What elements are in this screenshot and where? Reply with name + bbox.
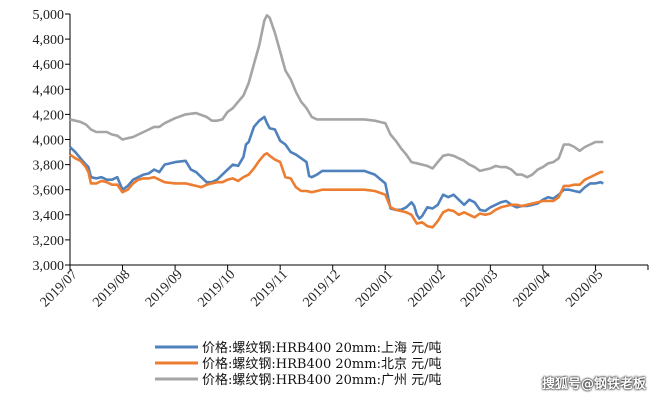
y-tick-label: 3,800 — [33, 159, 65, 174]
series-line-0 — [69, 115, 604, 220]
y-tick-label: 4,200 — [33, 108, 65, 123]
y-tick-label: 3,200 — [33, 234, 65, 249]
y-tick-label: 3,000 — [33, 259, 65, 274]
legend-label-2: 价格:螺纹钢:HRB400 20mm:广州 元/吨 — [202, 372, 441, 388]
y-tick-label: 4,400 — [33, 83, 65, 98]
legend-label-0: 价格:螺纹钢:HRB400 20mm:上海 元/吨 — [202, 340, 441, 356]
x-tick-label: 2019/08 — [90, 267, 133, 310]
y-tick-label: 4,600 — [33, 58, 65, 73]
x-tick-label: 2020/02 — [406, 267, 449, 310]
x-tick-label: 2019/11 — [248, 267, 291, 310]
y-tick-label: 3,600 — [33, 184, 65, 199]
x-tick-label: 2019/10 — [195, 267, 238, 310]
x-tick-label: 2020/03 — [458, 267, 501, 310]
series-line-2 — [69, 14, 604, 179]
y-tick-label: 4,800 — [33, 33, 65, 48]
chart-legend: 价格:螺纹钢:HRB400 20mm:上海 元/吨价格:螺纹钢:HRB400 2… — [155, 340, 441, 388]
x-tick-label: 2020/01 — [353, 267, 396, 310]
x-tick-label: 2019/09 — [143, 267, 186, 310]
y-tick-label: 5,000 — [33, 8, 65, 23]
x-tick-label: 2019/12 — [300, 267, 343, 310]
legend-label-1: 价格:螺纹钢:HRB400 20mm:北京 元/吨 — [202, 356, 441, 372]
watermark-text: 搜狐号@钢铁老板 — [541, 377, 646, 392]
y-tick-label: 3,400 — [33, 209, 65, 224]
x-tick-label: 2020/04 — [511, 267, 554, 310]
series-line-1 — [69, 152, 604, 229]
x-tick-label: 2020/05 — [563, 267, 606, 310]
y-tick-label: 4,000 — [33, 134, 65, 149]
chart-series-lines — [69, 14, 604, 229]
